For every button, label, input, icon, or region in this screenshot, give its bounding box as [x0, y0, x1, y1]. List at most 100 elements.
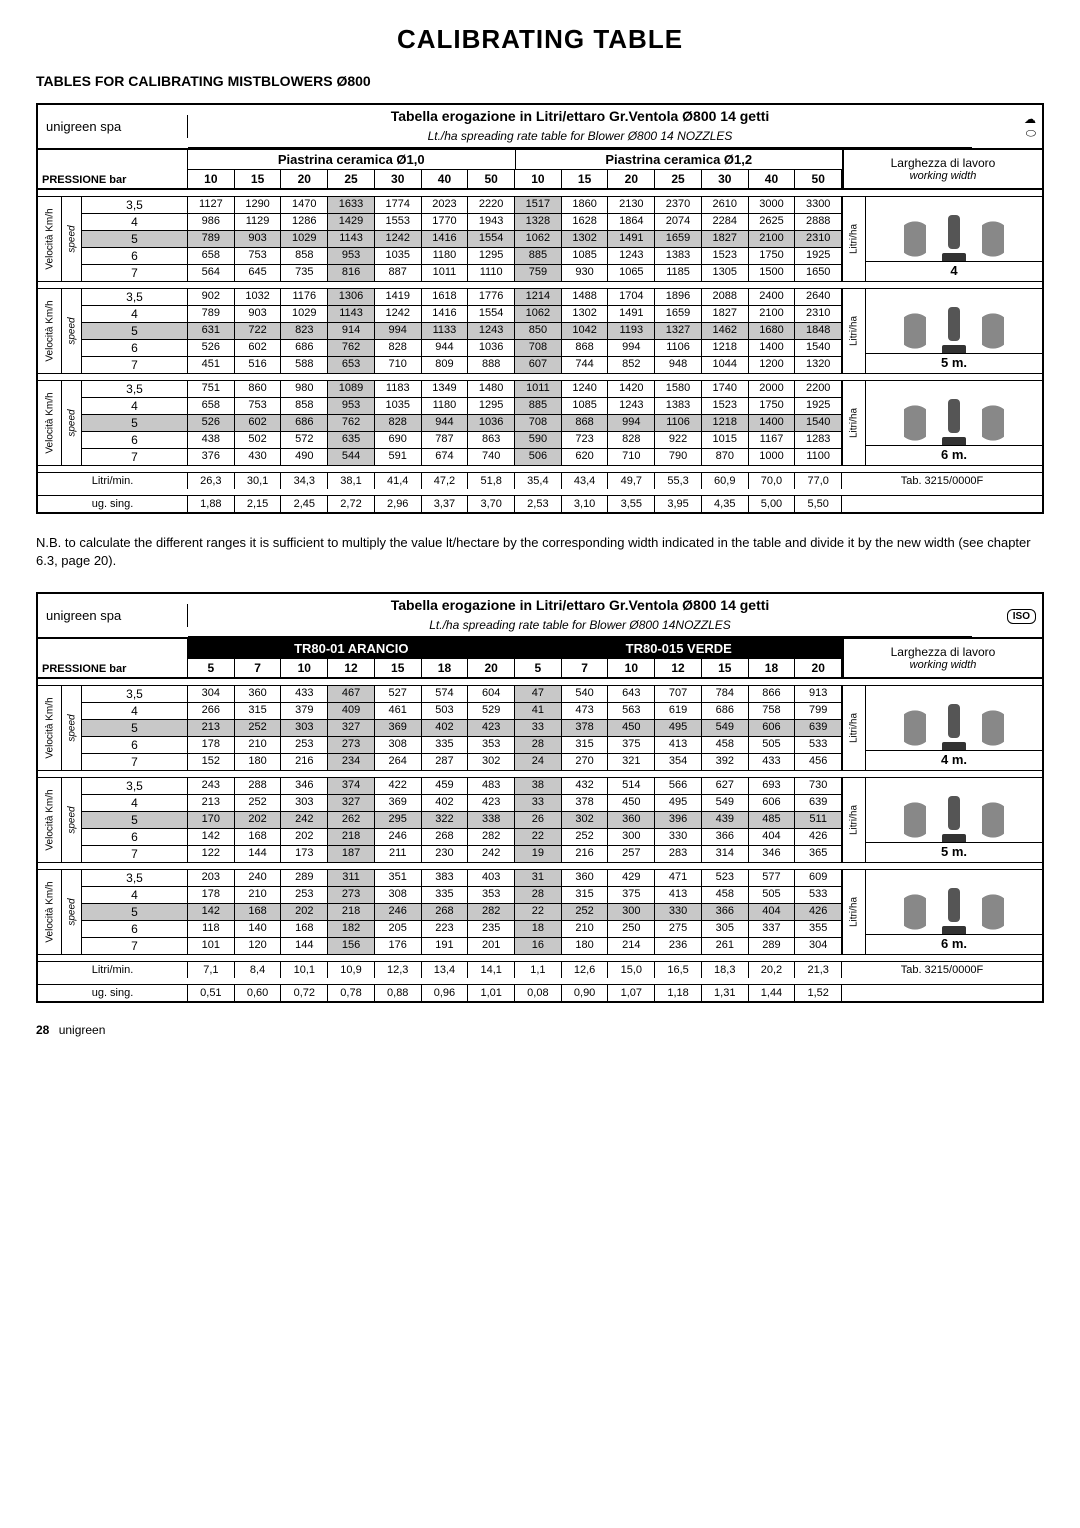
- litri-min-row: Litri/min.26,330,134,338,141,447,251,835…: [38, 472, 1042, 489]
- data-cell: 913: [795, 686, 842, 702]
- data-cell: 1680: [749, 323, 796, 339]
- data-cell: 1302: [562, 306, 609, 322]
- data-cell: 304: [188, 686, 235, 702]
- data-cell: 1750: [749, 248, 796, 264]
- data-cell: 264: [375, 754, 422, 770]
- velocity-label: Velocità Km/h: [38, 686, 62, 770]
- data-cell: 708: [515, 415, 562, 431]
- speed-label: speed: [62, 381, 82, 465]
- speed-value: 3,5: [82, 381, 187, 398]
- data-cell: 607: [515, 357, 562, 373]
- data-cell: 304: [795, 938, 842, 954]
- data-cell: 740: [468, 449, 515, 465]
- data-cell: 787: [422, 432, 469, 448]
- data-cell: 354: [655, 754, 702, 770]
- data-cell: 1420: [608, 381, 655, 397]
- col-header: 50: [468, 170, 515, 188]
- speed-value: 5: [82, 812, 187, 829]
- data-cell: 2284: [702, 214, 749, 230]
- data-cell: 168: [281, 921, 328, 937]
- speed-value: 5: [82, 323, 187, 340]
- speed-label: speed: [62, 778, 82, 862]
- data-cell: 1029: [281, 306, 328, 322]
- data-cell: 852: [608, 357, 655, 373]
- col-header: 18: [422, 659, 469, 677]
- illustration: 4: [866, 197, 1042, 281]
- speed-block: Velocità Km/hspeed3,54567902103211761306…: [38, 288, 1042, 374]
- data-cell: 351: [375, 870, 422, 886]
- col-header: 15: [562, 170, 609, 188]
- data-cell: 707: [655, 686, 702, 702]
- data-cell: 1100: [795, 449, 842, 465]
- col-header: 25: [328, 170, 375, 188]
- speed-value: 6: [82, 432, 187, 449]
- data-cell: 1523: [702, 248, 749, 264]
- data-cell: 308: [375, 737, 422, 753]
- data-cell: 210: [562, 921, 609, 937]
- data-cell: 591: [375, 449, 422, 465]
- data-cell: 2074: [655, 214, 702, 230]
- data-cell: 426: [795, 904, 842, 920]
- speed-value: 5: [82, 720, 187, 737]
- data-cell: 360: [235, 686, 282, 702]
- width-value: 4 m.: [866, 750, 1042, 768]
- data-cell: 686: [702, 703, 749, 719]
- data-cell: 467: [328, 686, 375, 702]
- data-cell: 242: [281, 812, 328, 828]
- data-cell: 375: [608, 737, 655, 753]
- speed-values: 3,54567: [82, 870, 188, 954]
- data-cell: 253: [281, 887, 328, 903]
- data-cell: 645: [235, 265, 282, 281]
- width-value: 4: [866, 261, 1042, 279]
- speed-value: 6: [82, 737, 187, 754]
- data-cell: 994: [608, 340, 655, 356]
- data-cell: 1089: [328, 381, 375, 397]
- illustration: 6 m.: [866, 381, 1042, 465]
- page-subtitle: TABLES FOR CALIBRATING MISTBLOWERS Ø800: [36, 73, 1044, 89]
- data-cell: 730: [795, 778, 842, 794]
- data-cell: 246: [375, 904, 422, 920]
- data-cell: 887: [375, 265, 422, 281]
- data-cell: 1029: [281, 231, 328, 247]
- data-cell: 433: [749, 754, 796, 770]
- tab-ref: Tab. 3215/0000F: [842, 962, 1042, 978]
- data-cell: 828: [608, 432, 655, 448]
- data-cell: 283: [655, 846, 702, 862]
- col-header: 5: [515, 659, 562, 677]
- data-cell: 1580: [655, 381, 702, 397]
- data-cell: 722: [235, 323, 282, 339]
- data-cell: 101: [188, 938, 235, 954]
- data-cell: 564: [188, 265, 235, 281]
- data-cell: 1328: [515, 214, 562, 230]
- data-cell: 303: [281, 795, 328, 811]
- data-cell: 203: [188, 870, 235, 886]
- data-cell: 505: [749, 737, 796, 753]
- data-cell: 549: [702, 720, 749, 736]
- data-cell: 953: [328, 398, 375, 414]
- data-cell: 505: [749, 887, 796, 903]
- speed-label: speed: [62, 870, 82, 954]
- data-cell: 863: [468, 432, 515, 448]
- data-cell: 1011: [515, 381, 562, 397]
- data-cell: 214: [608, 938, 655, 954]
- data-cell: 799: [795, 703, 842, 719]
- data-cell: 1305: [702, 265, 749, 281]
- data-cell: 1015: [702, 432, 749, 448]
- data-cell: 753: [235, 398, 282, 414]
- data-cell: 823: [281, 323, 328, 339]
- data-cell: 502: [235, 432, 282, 448]
- col-header: 15: [375, 659, 422, 677]
- data-cell: 1554: [468, 306, 515, 322]
- data-cell: 888: [468, 357, 515, 373]
- data-cell: 868: [562, 415, 609, 431]
- data-cell: 202: [281, 829, 328, 845]
- data-cell: 1925: [795, 248, 842, 264]
- data-cell: 303: [281, 720, 328, 736]
- velocity-label: Velocità Km/h: [38, 778, 62, 862]
- data-cell: 2640: [795, 289, 842, 305]
- data-cell: 451: [188, 357, 235, 373]
- litri-ha-label: Litri/ha: [842, 686, 866, 770]
- data-cell: 1659: [655, 306, 702, 322]
- data-cell: 762: [328, 340, 375, 356]
- data-cell: 914: [328, 323, 375, 339]
